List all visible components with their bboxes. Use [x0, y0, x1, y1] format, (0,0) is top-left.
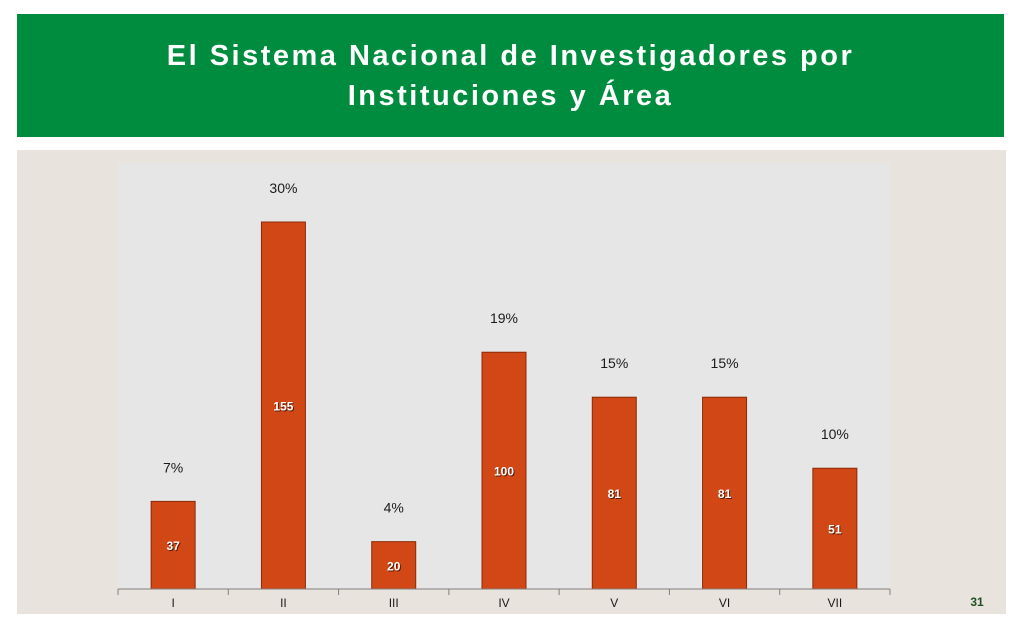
bar-percent-label: 15%: [711, 355, 739, 371]
bar-value-label: 81: [608, 487, 622, 501]
bar-value-label: 51: [828, 523, 842, 537]
bar-percent-label: 19%: [490, 310, 518, 326]
bar-percent-label: 30%: [269, 180, 297, 196]
bar-percent-label: 15%: [600, 355, 628, 371]
bar-value-label: 37: [166, 539, 180, 553]
x-tick-label: VII: [828, 596, 843, 610]
slide-title: El Sistema Nacional de Investigadores po…: [166, 39, 855, 112]
bar-value-label-shadow: 100: [495, 466, 515, 480]
bar: [481, 351, 527, 590]
x-axis: I II III IV V VI VII: [117, 588, 891, 610]
bar: [591, 396, 637, 590]
bar-value-label-shadow: 81: [719, 488, 733, 502]
bar: [260, 221, 306, 590]
bar-value-label: 81: [718, 487, 732, 501]
x-tick-label: II: [280, 596, 287, 610]
x-tick-label: IV: [498, 596, 509, 610]
title-banner: El Sistema Nacional de Investigadores po…: [17, 14, 1004, 137]
bar-value-label-shadow: 20: [388, 560, 402, 574]
bar-percent-label: 7%: [163, 459, 183, 475]
page-number: 31: [970, 595, 984, 609]
bar-value-label: 155: [273, 400, 293, 414]
bars-layer: 37377%15515530%20204%10010019%818115%818…: [150, 180, 858, 590]
x-tick-label: VI: [719, 596, 730, 610]
x-tick-label: I: [171, 596, 174, 610]
x-tick-label: V: [610, 596, 618, 610]
bar-value-label-shadow: 37: [167, 540, 181, 554]
bar-value-label-shadow: 51: [829, 524, 843, 538]
bar-percent-label: 4%: [384, 500, 404, 516]
bar-value-label: 20: [387, 559, 401, 573]
bar-value-label: 100: [494, 465, 514, 479]
bar: [702, 396, 748, 590]
bar-value-label-shadow: 81: [609, 488, 623, 502]
bar-value-label-shadow: 155: [274, 401, 294, 415]
x-tick-label: III: [389, 596, 399, 610]
bar-percent-label: 10%: [821, 426, 849, 442]
